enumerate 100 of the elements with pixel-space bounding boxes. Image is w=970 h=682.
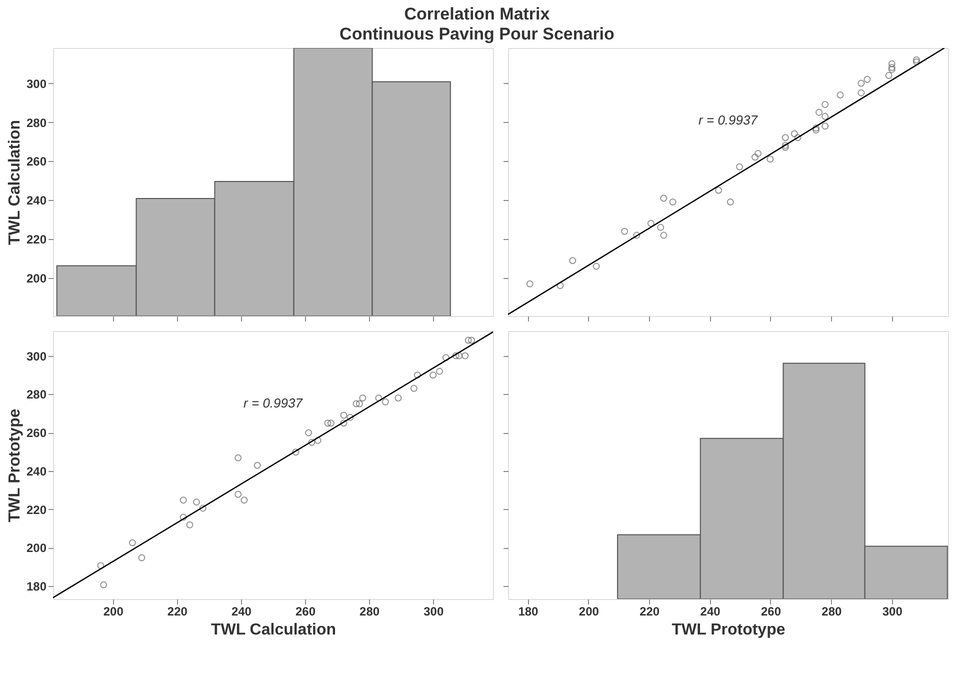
point <box>327 420 334 427</box>
x-tick-label: 180 <box>518 604 539 618</box>
x-axis-title: TWL Calculation <box>210 622 336 638</box>
point <box>782 134 789 142</box>
point <box>888 64 896 71</box>
x-tick-label: 300 <box>424 604 444 618</box>
point <box>858 89 865 96</box>
point <box>669 198 676 206</box>
point <box>359 394 366 402</box>
point <box>410 384 418 392</box>
x-tick-label: 240 <box>700 604 721 618</box>
point <box>254 462 261 469</box>
point <box>340 420 348 427</box>
point <box>885 72 892 79</box>
point <box>794 134 802 142</box>
point <box>836 91 844 98</box>
point <box>430 372 437 379</box>
y-tick-label: 240 <box>26 464 47 478</box>
point <box>234 454 242 462</box>
x-tick-label: 260 <box>296 604 316 618</box>
annotation: r = 0.9937 <box>698 112 758 128</box>
point <box>436 368 444 375</box>
point <box>180 496 187 504</box>
point <box>97 562 104 570</box>
point <box>556 282 564 290</box>
y-tick-label: 300 <box>26 76 47 91</box>
point <box>464 336 472 344</box>
point <box>199 504 206 512</box>
point <box>782 142 789 149</box>
annotation: r = 0.9937 <box>244 395 304 410</box>
x-tick-label: 200 <box>578 604 600 618</box>
point <box>715 186 722 194</box>
point <box>912 56 920 64</box>
x-tick-label: 200 <box>103 604 124 618</box>
y-tick-label: 220 <box>26 232 47 247</box>
point <box>864 76 871 83</box>
point <box>186 521 194 528</box>
point <box>812 126 820 134</box>
point <box>888 66 896 73</box>
y-tick-label: 180 <box>26 580 47 594</box>
point <box>858 80 865 87</box>
y-tick-label: 280 <box>26 116 47 130</box>
y-tick-label: 280 <box>26 388 47 402</box>
point <box>468 336 476 344</box>
point <box>100 581 108 588</box>
point <box>340 412 348 419</box>
chart-title: Correlation Matrix <box>404 4 550 24</box>
point <box>138 554 146 562</box>
point <box>375 394 382 402</box>
y-tick-label: 240 <box>26 194 47 208</box>
y-tick-label: 260 <box>26 426 47 440</box>
point <box>292 448 300 456</box>
x-tick-label: 220 <box>640 604 660 618</box>
y-tick-label: 300 <box>26 349 47 364</box>
point <box>790 130 798 138</box>
point <box>726 198 734 206</box>
point <box>305 429 312 436</box>
point <box>657 224 664 231</box>
point <box>633 232 640 239</box>
y-tick-label: 200 <box>26 541 47 556</box>
x-tick-label: 300 <box>882 604 903 618</box>
point <box>456 352 463 360</box>
point <box>766 156 774 163</box>
point <box>346 414 354 421</box>
point <box>442 354 450 362</box>
point <box>754 150 762 157</box>
point <box>240 496 248 504</box>
point <box>462 352 469 360</box>
point <box>314 436 322 444</box>
point <box>912 58 920 66</box>
point <box>192 498 200 506</box>
point <box>352 400 360 408</box>
point <box>452 352 460 360</box>
point <box>324 420 332 427</box>
y-axis-title: TWL Calculation <box>6 120 24 246</box>
point <box>180 514 187 521</box>
point <box>569 257 576 264</box>
point <box>782 144 789 151</box>
point <box>822 101 829 108</box>
x-tick-label: 280 <box>822 604 842 618</box>
point <box>888 60 896 68</box>
point <box>822 112 829 120</box>
chart-subtitle: Continuous Paving Pour Scenario <box>340 24 614 44</box>
point <box>382 398 389 406</box>
point <box>647 220 654 227</box>
point <box>660 194 668 202</box>
point <box>812 124 820 132</box>
point <box>621 228 628 235</box>
y-tick-label: 200 <box>26 272 47 286</box>
x-tick-label: 280 <box>360 604 380 618</box>
y-tick-label: 260 <box>26 154 47 169</box>
point <box>736 163 744 170</box>
x-tick-label: 260 <box>760 604 782 618</box>
point <box>234 490 242 498</box>
y-tick-label: 220 <box>26 502 47 517</box>
point <box>822 122 829 130</box>
point <box>128 539 136 546</box>
point <box>816 108 823 116</box>
point <box>356 400 363 408</box>
x-tick-label: 220 <box>167 604 188 618</box>
